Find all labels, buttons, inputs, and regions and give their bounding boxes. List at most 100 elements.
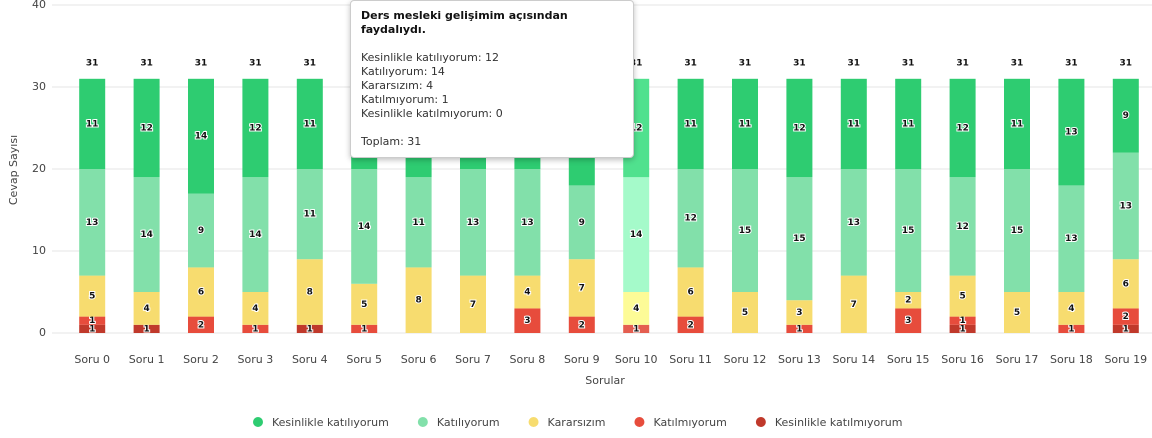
tooltip-title: Ders mesleki gelişimim açısından faydalı… (361, 9, 568, 36)
bar-segment (732, 169, 758, 292)
segment-label: 13 (1065, 234, 1078, 244)
x-tick-label: Soru 6 (401, 353, 437, 366)
segment-label: 6 (687, 288, 693, 298)
bar-segment (242, 177, 269, 292)
bar-segment (949, 78, 976, 178)
bar-segment (242, 324, 269, 333)
x-tick-label: Soru 7 (455, 353, 491, 366)
bar-segment (405, 267, 432, 333)
bar-segment (133, 324, 160, 333)
total-label: 31 (140, 58, 153, 68)
segment-label: 13 (1120, 201, 1133, 211)
segment-label: 11 (848, 119, 861, 129)
segment-label: 11 (304, 119, 317, 129)
segment-label: 11 (412, 218, 425, 228)
x-tick-label: Soru 4 (292, 353, 328, 366)
segment-label: 7 (579, 283, 585, 293)
tooltip-line: Katılıyorum: 14 (361, 65, 445, 78)
legend-label: Katılmıyorum (653, 416, 726, 429)
bar-segment (568, 316, 595, 333)
segment-label: 1 (959, 316, 965, 326)
segment-label: 11 (902, 119, 915, 129)
segment-label: 4 (143, 304, 149, 314)
segment-label: 8 (415, 296, 421, 306)
tooltip-line: Kararsızım: 4 (361, 79, 434, 92)
segment-label: 14 (358, 222, 371, 232)
segment-label: 9 (1123, 111, 1129, 121)
tooltip-line: Kesinlikle katılıyorum: 12 (361, 51, 500, 64)
segment-label: 2 (1123, 312, 1129, 322)
segment-label: 11 (86, 119, 99, 129)
bar-segment (296, 169, 323, 260)
bar-segment (1112, 324, 1139, 333)
total-label: 31 (195, 58, 208, 68)
bar-segment (895, 292, 922, 309)
segment-label: 6 (198, 288, 204, 298)
segment-label: 12 (956, 124, 969, 134)
bar-segment (296, 259, 323, 325)
total-label: 31 (848, 58, 861, 68)
y-tick-label: 40 (32, 0, 46, 11)
segment-label: 15 (1011, 226, 1024, 236)
segment-label: 2 (905, 296, 911, 306)
bar-segment (242, 78, 269, 178)
segment-label: 5 (89, 292, 95, 302)
bar-segment (1004, 78, 1030, 169)
bar-segment (786, 324, 813, 333)
segment-label: 8 (307, 288, 313, 298)
bar-segment (840, 78, 867, 169)
segment-label: 13 (848, 218, 861, 228)
x-tick-label: Soru 17 (996, 353, 1039, 366)
legend-marker (528, 417, 539, 427)
bar-segment (568, 259, 595, 317)
segment-label: 12 (684, 214, 697, 224)
segment-label: 12 (956, 222, 969, 232)
bar-segment (786, 78, 813, 178)
bar-segment (133, 177, 160, 292)
bar-segment (677, 316, 704, 333)
x-tick-label: Soru 9 (564, 353, 600, 366)
y-tick-label: 10 (32, 244, 46, 257)
total-label: 31 (902, 58, 915, 68)
bar-segment (623, 177, 650, 292)
total-label: 31 (1011, 58, 1024, 68)
bar-segment (786, 300, 813, 325)
bar-segment (1058, 185, 1085, 292)
segment-label: 1 (89, 316, 95, 326)
tooltip-line: Kesinlikle katılmıyorum: 0 (361, 107, 503, 120)
segment-label: 9 (198, 226, 204, 236)
tooltip-lines: Kesinlikle katılıyorum: 12 Katılıyorum: 1… (361, 51, 623, 121)
bar-segment (1058, 292, 1085, 325)
segment-label: 4 (252, 304, 258, 314)
bar-segment (79, 169, 106, 276)
bar-segment (242, 292, 269, 325)
x-axis-label: Sorular (585, 374, 625, 387)
bar-segment (1058, 78, 1085, 186)
bar-segment (133, 78, 160, 178)
segment-label: 1 (959, 324, 965, 334)
tooltip-total: Toplam: 31 (361, 135, 422, 148)
x-tick-label: Soru 16 (941, 353, 984, 366)
segment-label: 15 (793, 234, 806, 244)
bar-segment (460, 275, 486, 333)
segment-label: 2 (579, 320, 585, 330)
legend-label: Kesinlikle katılıyorum (272, 416, 389, 429)
segment-label: 1 (1123, 324, 1129, 334)
bar-segment (895, 78, 922, 169)
bar-segment (1004, 169, 1030, 292)
total-label: 31 (956, 58, 969, 68)
x-tick-label: Soru 0 (74, 353, 110, 366)
bar-segment (351, 324, 378, 333)
segment-label: 1 (633, 324, 639, 334)
bar-segment (1004, 292, 1030, 333)
bar-segment (623, 292, 650, 325)
bar-segment (514, 275, 541, 309)
legend-marker (417, 417, 428, 427)
bar-segment (514, 169, 541, 276)
x-tick-label: Soru 12 (724, 353, 767, 366)
bar-segment (1112, 78, 1139, 153)
bar-segment (133, 292, 160, 325)
tooltip: Ders mesleki gelişimim açısından faydalı… (350, 0, 634, 158)
segment-label: 12 (140, 124, 153, 134)
x-tick-label: Soru 15 (887, 353, 930, 366)
